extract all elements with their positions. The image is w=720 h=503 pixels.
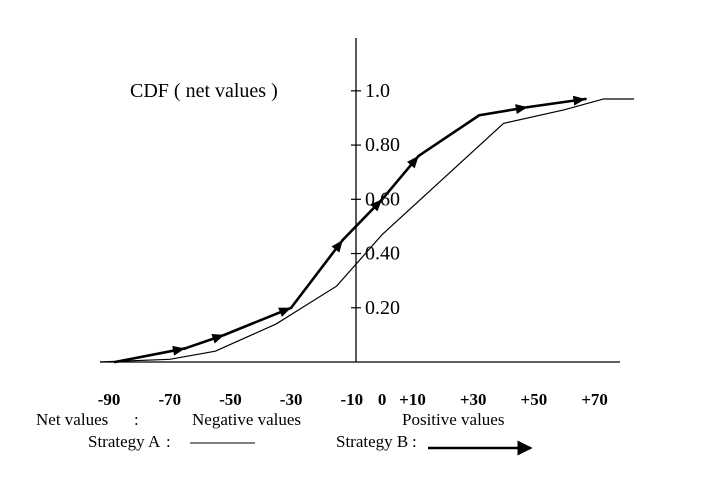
positive-values-label: Positive values bbox=[402, 410, 504, 429]
x-tick-label: +70 bbox=[581, 390, 608, 409]
x-tick-label: -90 bbox=[98, 390, 121, 409]
legend-strategy-a-separator: : bbox=[166, 432, 171, 451]
strategy-b-arrowhead bbox=[172, 345, 185, 356]
strategy-b-point bbox=[183, 347, 187, 350]
strategy-b-point bbox=[380, 198, 384, 201]
strategy-b-point bbox=[526, 105, 530, 109]
strategy-b-arrowhead bbox=[370, 199, 383, 212]
strategy-b-point bbox=[417, 154, 420, 158]
x-axis-title: Net values bbox=[36, 410, 108, 429]
legend-strategy-b-label: Strategy B bbox=[336, 432, 408, 451]
strategy-b-arrowhead bbox=[331, 239, 343, 253]
strategy-b-point bbox=[113, 360, 117, 364]
strategy-b-arrowhead bbox=[515, 104, 528, 115]
x-tick-label: +50 bbox=[521, 390, 548, 409]
strategy-b-line bbox=[114, 97, 586, 364]
strategy-b-point bbox=[341, 238, 345, 242]
x-tick-label: 0 bbox=[378, 390, 387, 409]
strategy-b-arrowhead bbox=[407, 155, 419, 169]
strategy-b-point bbox=[477, 113, 481, 117]
x-axis-title-separator: : bbox=[134, 410, 139, 429]
strategy-b-arrowhead bbox=[211, 334, 225, 344]
y-tick-label: 0.20 bbox=[365, 297, 400, 319]
legend-strategy-a-label: Strategy A bbox=[88, 432, 161, 451]
negative-values-label: Negative values bbox=[192, 410, 301, 429]
x-tick-label: -50 bbox=[219, 390, 242, 409]
y-tick-label: 0.40 bbox=[365, 243, 400, 265]
y-tick-label: 1.0 bbox=[365, 80, 390, 102]
strategy-a-line bbox=[99, 98, 634, 363]
x-tick-label: -30 bbox=[280, 390, 303, 409]
strategy-b-arrowhead bbox=[278, 307, 292, 317]
x-tick-label: -70 bbox=[158, 390, 181, 409]
strategy-b-point bbox=[584, 97, 587, 101]
strategy-b-arrowhead bbox=[572, 95, 586, 106]
x-tick-label: +10 bbox=[399, 390, 426, 409]
strategy-b-point bbox=[289, 306, 293, 310]
y-tick-label: 0.80 bbox=[365, 134, 400, 156]
legend-strategy-b-separator: : bbox=[412, 432, 417, 451]
x-tick-label: +30 bbox=[460, 390, 487, 409]
chart-title: CDF ( net values ) bbox=[130, 80, 278, 102]
x-tick-label: -10 bbox=[340, 390, 363, 409]
strategy-b-point bbox=[223, 333, 226, 337]
